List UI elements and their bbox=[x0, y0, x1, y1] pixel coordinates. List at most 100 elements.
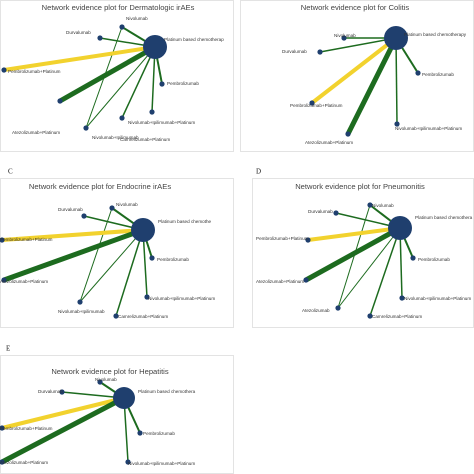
node-label: Pembrolizumab+Platinum bbox=[8, 69, 61, 74]
edge bbox=[307, 226, 401, 242]
node-label: Pembrolizumab bbox=[422, 72, 454, 77]
edge bbox=[79, 207, 113, 303]
node bbox=[0, 425, 5, 431]
node bbox=[57, 98, 63, 104]
node bbox=[159, 81, 165, 87]
node-label: Camrelizumab+Platinum bbox=[120, 137, 170, 142]
node-label: Atezolizumab+Platinum bbox=[256, 279, 304, 284]
panel-letter: C bbox=[8, 168, 13, 176]
node bbox=[77, 299, 83, 305]
edge bbox=[0, 395, 126, 465]
edge bbox=[85, 46, 156, 129]
panel-content: Network evidence plot for Pneumonitis Niv… bbox=[256, 182, 473, 319]
node-label: Atezolizumab+Platinum bbox=[12, 130, 60, 135]
node-label: Durvalumab bbox=[66, 30, 91, 35]
node-label: Pembrolizumab+Platinum bbox=[290, 103, 343, 108]
node bbox=[149, 109, 155, 115]
node-label: Nivolumab+Ipilimumab bbox=[58, 309, 105, 314]
node bbox=[345, 131, 351, 137]
node-label: Camrelizumab+Platinum bbox=[118, 314, 168, 319]
hub-label: Platinum based chemothera bbox=[138, 389, 196, 394]
node-label: Nivolumab bbox=[126, 16, 148, 21]
node bbox=[1, 67, 7, 73]
edge bbox=[115, 229, 144, 317]
node bbox=[137, 430, 143, 436]
node bbox=[303, 277, 309, 283]
node-label: Pembrolizumab bbox=[418, 257, 450, 262]
node bbox=[119, 115, 125, 121]
node bbox=[59, 389, 65, 395]
hub-label: Platinum based chemotherap bbox=[164, 37, 224, 42]
node bbox=[119, 24, 125, 30]
edge bbox=[304, 225, 402, 283]
edge bbox=[1, 396, 125, 430]
network-panel: Network evidence plot for Dermatologic i… bbox=[0, 0, 234, 152]
node-label: Camrelizumab+Platinum bbox=[372, 314, 422, 319]
panel-title: Network evidence plot for Hepatitis bbox=[51, 367, 169, 376]
node bbox=[113, 313, 119, 319]
node bbox=[341, 35, 347, 41]
node-label: Durvalumab bbox=[58, 207, 83, 212]
node bbox=[367, 202, 373, 208]
edge bbox=[319, 37, 397, 53]
panel-border bbox=[0, 0, 234, 152]
node-label: Pembrolizumab bbox=[157, 257, 189, 262]
edge bbox=[310, 36, 398, 105]
node-label: Pembrolizumab+Platinum bbox=[0, 426, 53, 431]
node bbox=[305, 237, 311, 243]
node-label: Pembrolizumab+Platinum bbox=[0, 237, 53, 242]
hub-node bbox=[143, 35, 167, 59]
node bbox=[415, 70, 421, 76]
node bbox=[335, 305, 341, 311]
panel-title: Network evidence plot for Colitis bbox=[301, 3, 410, 12]
edge bbox=[121, 46, 156, 119]
node bbox=[309, 100, 315, 106]
node-label: Durvalumab bbox=[282, 49, 307, 54]
node bbox=[81, 213, 87, 219]
node bbox=[399, 295, 405, 301]
node-label: Nivolumab+Ipilimumab bbox=[92, 135, 139, 140]
network-panel: Network evidence plot for Endocrine irAE… bbox=[0, 178, 234, 328]
hub-node bbox=[384, 26, 408, 50]
node bbox=[0, 237, 5, 243]
panel-content: Network evidence plot for HepatitisNivol… bbox=[0, 367, 196, 466]
node bbox=[0, 459, 5, 465]
hub-node bbox=[388, 216, 412, 240]
edge bbox=[337, 204, 371, 309]
panel-title: Network evidence plot for Endocrine irAE… bbox=[29, 182, 171, 191]
node bbox=[333, 210, 339, 216]
network-panel: Network evidence plot for Pneumonitis Niv… bbox=[252, 178, 474, 328]
node bbox=[97, 379, 103, 385]
node-label: Nivolumab+Ipilimumab+Platinum bbox=[148, 296, 215, 301]
node bbox=[97, 35, 103, 41]
node bbox=[394, 121, 400, 127]
hub-node bbox=[131, 218, 155, 242]
node-label: Pembrolizumab bbox=[167, 81, 199, 86]
panel-content: Network evidence plot for Endocrine irAE… bbox=[0, 182, 215, 319]
panel-content: Network evidence plot for Dermatologic i… bbox=[1, 3, 224, 142]
node-label: Nivolumab bbox=[372, 203, 394, 208]
node-label: Pembrolizumab bbox=[143, 431, 175, 436]
edge bbox=[337, 227, 401, 309]
hub-label: Platinum based chemothe bbox=[158, 219, 212, 224]
hub-label: Platinum based chemothera bbox=[415, 215, 473, 220]
node bbox=[367, 313, 373, 319]
node-label: Atezolizumab bbox=[302, 308, 330, 313]
node bbox=[1, 277, 7, 283]
node-label: Nivolumab+Ipilimumab+Platinum bbox=[128, 120, 195, 125]
edge bbox=[79, 229, 144, 303]
edge bbox=[58, 44, 157, 104]
panel-letter: E bbox=[6, 345, 10, 353]
panel-letter: D bbox=[256, 168, 261, 176]
edge bbox=[3, 45, 156, 72]
panel-content: Network evidence plot for Colitis Nivolum… bbox=[282, 3, 467, 145]
node-label: Atezolizumab+Platinum bbox=[305, 140, 353, 145]
node-label: Nivolumab bbox=[95, 377, 117, 382]
node bbox=[410, 255, 416, 261]
node-label: Nivolumab+Ipilimumab+Platinum bbox=[404, 296, 471, 301]
panel-border bbox=[0, 178, 234, 328]
hub-label: Platinum based chemotherapy bbox=[404, 32, 467, 37]
node bbox=[83, 125, 89, 131]
edge bbox=[1, 228, 144, 242]
